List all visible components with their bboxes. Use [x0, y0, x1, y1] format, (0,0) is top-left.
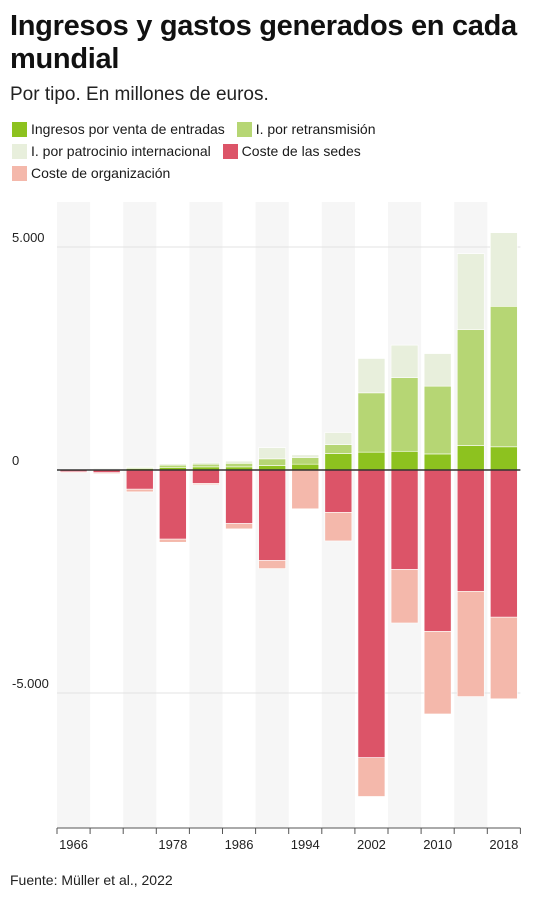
legend-swatch [236, 122, 252, 137]
bar-segment [456, 329, 485, 446]
bar-segment [490, 616, 518, 700]
bar-segment [357, 757, 386, 797]
bar-segment [390, 569, 419, 624]
bar-segment [423, 469, 452, 632]
bar-segment [357, 358, 386, 394]
bar-segment [159, 469, 187, 540]
chart-subtitle: Por tipo. En millones de euros. [10, 84, 269, 105]
bar-segment [159, 464, 187, 468]
legend-swatch [222, 144, 238, 159]
bar-segment [125, 466, 154, 468]
x-tick-label: 2010 [423, 837, 452, 852]
x-tick-label: 2018 [489, 837, 518, 852]
y-tick-label: 0 [12, 453, 19, 468]
legend-swatch [12, 144, 27, 159]
bar-segment [159, 463, 187, 466]
bar-segment [456, 469, 485, 592]
bar-segment [192, 469, 220, 484]
legend: Ingresos por venta de entradas I. por re… [12, 120, 532, 186]
bar-segment [423, 385, 452, 455]
x-tick-label: 1994 [291, 837, 320, 852]
bar-segment [59, 471, 88, 473]
background-stripe [123, 202, 157, 828]
bar-segment [324, 444, 353, 454]
bar-segment [258, 469, 286, 561]
bar-segment [490, 306, 518, 448]
bar-segment [225, 469, 253, 524]
x-tick-label: 1986 [225, 837, 254, 852]
bar-segment [225, 463, 253, 468]
bar-segment [324, 453, 353, 471]
bar-segment [258, 560, 286, 569]
legend-item-patrocinio: I. por patrocinio internacional [12, 142, 211, 161]
bar-segment [291, 469, 320, 510]
legend-item-coste-organizacion: Coste de organización [12, 164, 170, 183]
y-tick-label: -5.000 [12, 676, 49, 691]
bar-segment [390, 344, 419, 378]
bar-segment [258, 458, 286, 466]
bar-segment [225, 460, 253, 464]
bar-segment [92, 472, 121, 474]
legend-item-ingresos-entradas: Ingresos por venta de entradas [12, 120, 225, 139]
y-tick-label: 5.000 [12, 230, 45, 245]
bar-segment [357, 469, 386, 758]
legend-label: Coste de organización [31, 165, 171, 181]
bar-segment [390, 469, 419, 570]
bar-segment [357, 451, 386, 471]
bar-segment [390, 377, 419, 452]
source-note: Fuente: Müller et al., 2022 [10, 872, 173, 888]
bar-segment [192, 462, 220, 465]
bar-segment [324, 432, 353, 445]
bar-segment [324, 469, 353, 513]
bar-segment [423, 353, 452, 387]
bar-segment [490, 446, 518, 471]
legend-label: Coste de las sedes [241, 143, 361, 159]
bar-segment [192, 463, 220, 468]
legend-label: I. por retransmisión [255, 121, 376, 137]
bar-segment [291, 463, 320, 471]
background-stripe [189, 202, 223, 828]
bar-segment [456, 591, 485, 697]
bar-segment [92, 468, 121, 470]
bar-segment [291, 454, 320, 458]
bar-segment [324, 512, 353, 542]
legend-label: I. por patrocinio internacional [31, 143, 211, 159]
legend-swatch [12, 122, 27, 137]
bar-segment [423, 631, 452, 715]
legend-item-coste-sedes: Coste de las sedes [222, 142, 361, 161]
bar-segment [490, 232, 518, 307]
chart-title: Ingresos y gastos generados en cada mund… [10, 10, 517, 75]
bar-segment [258, 447, 286, 460]
bar-segment [390, 450, 419, 471]
bar-segment [456, 445, 485, 471]
legend-label: Ingresos por venta de entradas [31, 121, 225, 137]
bar-segment [357, 392, 386, 453]
bar-segment [291, 457, 320, 465]
x-tick-label: 1966 [59, 837, 88, 852]
bar-segment [423, 453, 452, 471]
legend-swatch [12, 166, 27, 181]
bar-segment [456, 253, 485, 330]
bar-chart: 5.000 0 -5.000 1966 1978 1986 1994 2002 2010 2018 [12, 202, 521, 852]
bar-segment [125, 469, 154, 490]
background-stripe [57, 202, 91, 828]
bar-segment [490, 469, 518, 618]
x-tick-label: 1978 [158, 837, 187, 852]
bar-segment [225, 523, 253, 530]
bar-segment [159, 538, 187, 543]
x-tick-label: 2002 [357, 837, 386, 852]
bar-segment [125, 488, 154, 493]
bar-segment [192, 483, 220, 486]
legend-item-retransmision: I. por retransmisión [236, 120, 376, 139]
